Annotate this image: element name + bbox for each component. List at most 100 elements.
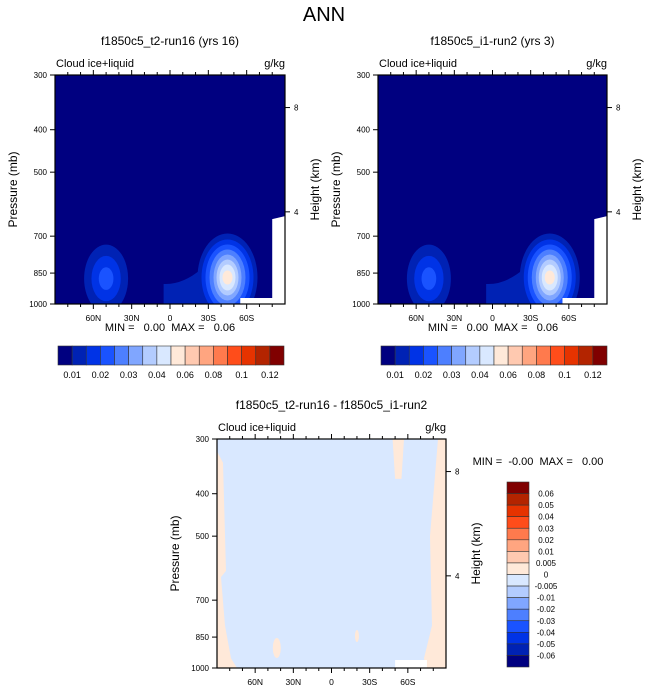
colorbar-label: 0.03 xyxy=(538,524,554,533)
colorbar-box xyxy=(128,345,144,366)
y-tick-label: 700 xyxy=(196,596,210,605)
panel-title: f1850c5_i1-run2 (yrs 3) xyxy=(430,34,554,48)
x-tick-label: 0 xyxy=(329,677,334,687)
height-tick-label: 8 xyxy=(616,104,621,113)
colorbar-box xyxy=(506,632,530,645)
x-tick-label: 30N xyxy=(447,313,463,323)
colorbar-box xyxy=(506,608,530,622)
colorbar-box xyxy=(506,516,530,529)
colorbar-box xyxy=(536,345,551,366)
colorbar-box xyxy=(380,345,396,366)
height-tick-label: 4 xyxy=(616,208,621,217)
contour-field xyxy=(217,439,446,668)
panel-t2: 60N 30N 0 30S 60S 300 400 500 700 850 1000 8 4 f1850c… xyxy=(6,34,322,380)
x-tick-label: 60S xyxy=(400,677,415,687)
colorbar-box xyxy=(507,345,523,366)
colorbar-box xyxy=(506,597,530,610)
y-tick-label: 500 xyxy=(34,168,48,177)
x-tick-label: 0 xyxy=(168,313,173,323)
colorbar-box xyxy=(506,551,530,564)
y-tick-label: 700 xyxy=(357,232,371,241)
colorbar-box xyxy=(213,345,228,366)
colorbar-box xyxy=(100,345,115,366)
colorbar-label: 0.02 xyxy=(415,370,433,380)
colorbar-box xyxy=(506,620,530,633)
colorbar-label: 0.03 xyxy=(443,370,461,380)
colorbar-label: -0.05 xyxy=(537,640,556,649)
colorbar-box xyxy=(506,562,530,575)
panel-diff: 60N 30N 0 30S 60S 300 400 500 700 850 1000 8 4 f1850c… xyxy=(168,398,603,687)
colorbar-box xyxy=(451,345,467,366)
variable-label: Cloud ice+liquid xyxy=(56,58,134,70)
colorbar-box xyxy=(71,345,87,366)
x-tick-label: 60N xyxy=(86,313,102,323)
colorbar-label: 0.05 xyxy=(538,501,554,510)
y-tick-label: 400 xyxy=(34,126,48,135)
colorbar-label: -0.005 xyxy=(535,582,558,591)
nh-midlat-cloud-level-3 xyxy=(421,267,437,290)
y-tick-label: 500 xyxy=(196,532,210,541)
colorbar-box xyxy=(57,345,73,366)
panel-title: f1850c5_t2-run16 (yrs 16) xyxy=(101,34,239,48)
y-tick-label: 400 xyxy=(196,490,210,499)
y-tick-label: 700 xyxy=(34,232,48,241)
colorbar-box xyxy=(550,345,565,366)
colorbar-label: 0.04 xyxy=(148,370,166,380)
min-max-stats: MIN = 0.00 MAX = 0.06 xyxy=(428,322,558,334)
y-tick-label: 300 xyxy=(357,71,371,80)
colorbar-box xyxy=(521,345,537,366)
colorbar-label: 0.12 xyxy=(261,370,279,380)
missing-data-region xyxy=(562,216,607,304)
colorbar-label: 0.01 xyxy=(386,370,404,380)
colorbar-label: 0.01 xyxy=(63,370,81,380)
sh-midlat-cloud-level-8 xyxy=(222,270,233,285)
height-tick-label: 8 xyxy=(294,104,299,113)
colorbar-box xyxy=(142,345,158,366)
x-tick-label: 60N xyxy=(247,677,263,687)
colorbar-box xyxy=(241,345,257,366)
colorbar-box xyxy=(269,345,285,366)
x-tick-label: 30S xyxy=(523,313,538,323)
y-axis-right-label: Height (km) xyxy=(630,158,644,220)
x-tick-label: 30S xyxy=(362,677,377,687)
panel-title: f1850c5_t2-run16 - f1850c5_i1-run2 xyxy=(236,398,428,412)
y-axis-right-label: Height (km) xyxy=(469,522,483,584)
y-axis-right-label: Height (km) xyxy=(308,158,322,220)
colorbar-box xyxy=(506,481,530,494)
colorbar-label: 0.1 xyxy=(235,370,248,380)
y-tick-label: 850 xyxy=(357,269,371,278)
y-tick-label: 1000 xyxy=(29,300,47,309)
colorbar-label: 0.06 xyxy=(499,370,517,380)
colorbar-label: 0.06 xyxy=(538,490,554,499)
colorbar-box xyxy=(423,345,438,366)
colorbar: 0.01 0.02 0.03 0.04 0.06 0.08 0.1 0.12 xyxy=(57,345,285,380)
colorbar-label: 0.04 xyxy=(471,370,489,380)
colorbar-box xyxy=(592,345,608,366)
colorbar-box xyxy=(506,643,530,656)
x-tick-label: 60N xyxy=(408,313,424,323)
contour-field xyxy=(55,75,285,304)
colorbar: 0.06 0.05 0.04 0.03 0.02 0.01 0.005 0 -0.005 -0.0… xyxy=(506,481,558,668)
colorbar-label: 0.12 xyxy=(584,370,602,380)
colorbar-box xyxy=(506,493,530,506)
colorbar-box xyxy=(506,504,530,517)
colorbar-label: -0.03 xyxy=(537,617,556,626)
y-tick-label: 850 xyxy=(34,269,48,278)
colorbar-label: -0.04 xyxy=(537,628,556,637)
colorbar-box xyxy=(465,345,481,366)
x-tick-label: 30N xyxy=(124,313,140,323)
colorbar-label: 0.005 xyxy=(536,559,557,568)
positive-patch-nh xyxy=(272,637,281,658)
colorbar-label: 0.03 xyxy=(120,370,138,380)
colorbar-box xyxy=(479,345,495,366)
colorbar-box xyxy=(170,345,186,366)
colorbar: 0.01 0.02 0.03 0.04 0.06 0.08 0.1 0.12 xyxy=(380,345,608,380)
positive-patch-west xyxy=(217,451,237,668)
units-label: g/kg xyxy=(264,58,285,70)
colorbar-label: 0.08 xyxy=(205,370,223,380)
colorbar-box xyxy=(156,345,172,366)
y-tick-label: 300 xyxy=(196,435,210,444)
colorbar-box xyxy=(437,345,452,366)
colorbar-box xyxy=(506,527,530,541)
